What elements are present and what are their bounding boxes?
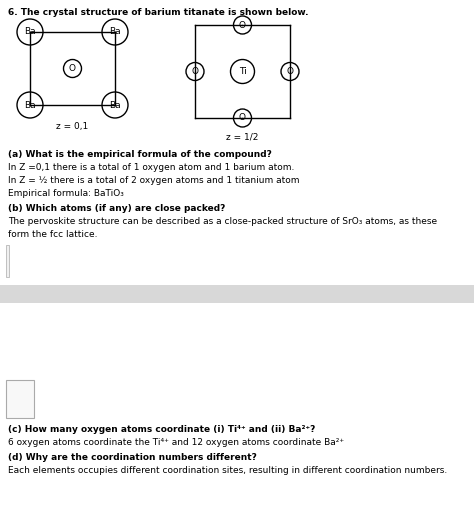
Text: Ba: Ba [109, 101, 121, 109]
Text: O: O [239, 21, 246, 29]
Text: 6. The crystal structure of barium titanate is shown below.: 6. The crystal structure of barium titan… [8, 8, 309, 17]
Text: z = 1/2: z = 1/2 [226, 132, 259, 141]
Bar [6, 380, 34, 418]
Text: Ti: Ti [238, 67, 246, 76]
Text: O: O [69, 64, 76, 73]
Bar [6, 245, 9, 277]
Text: form the fcc lattice.: form the fcc lattice. [8, 230, 98, 239]
Text: O: O [191, 67, 199, 76]
Text: 6 oxygen atoms coordinate the Ti⁴⁺ and 12 oxygen atoms coordinate Ba²⁺: 6 oxygen atoms coordinate the Ti⁴⁺ and 1… [8, 438, 344, 447]
Text: Empirical formula: BaTiO₃: Empirical formula: BaTiO₃ [8, 189, 124, 198]
Text: (c) How many oxygen atoms coordinate (i) Ti⁴⁺ and (ii) Ba²⁺?: (c) How many oxygen atoms coordinate (i)… [8, 425, 315, 434]
Text: (b) Which atoms (if any) are close packed?: (b) Which atoms (if any) are close packe… [8, 204, 225, 213]
Text: Each elements occupies different coordination sites, resulting in different coor: Each elements occupies different coordin… [8, 466, 447, 475]
Text: Ba: Ba [24, 27, 36, 37]
Text: z = 0,1: z = 0,1 [56, 122, 89, 131]
Text: O: O [239, 114, 246, 122]
Text: O: O [286, 67, 293, 76]
Text: In Z = ½ there is a total of 2 oxygen atoms and 1 titanium atom: In Z = ½ there is a total of 2 oxygen at… [8, 176, 300, 185]
Text: Ba: Ba [109, 27, 121, 37]
Text: (d) Why are the coordination numbers different?: (d) Why are the coordination numbers dif… [8, 453, 257, 462]
Text: (a) What is the empirical formula of the compound?: (a) What is the empirical formula of the… [8, 150, 272, 159]
Bar [0, 285, 474, 303]
Text: The pervoskite structure can be described as a close-packed structure of SrO₃ at: The pervoskite structure can be describe… [8, 217, 437, 226]
Text: Ba: Ba [24, 101, 36, 109]
Text: In Z =0,1 there is a total of 1 oxygen atom and 1 barium atom.: In Z =0,1 there is a total of 1 oxygen a… [8, 163, 294, 172]
